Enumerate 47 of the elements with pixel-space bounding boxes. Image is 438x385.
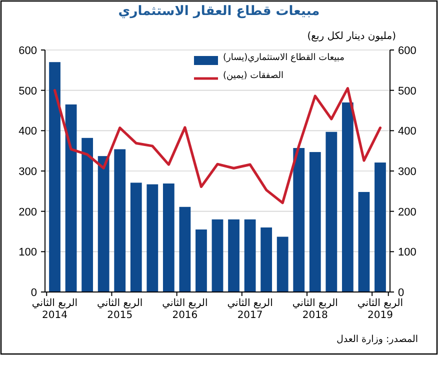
y-tick-label: 200 — [18, 206, 37, 218]
x-tick-label: الربع الثاني 2016 — [161, 298, 209, 321]
bar — [49, 62, 60, 292]
bar — [293, 148, 305, 292]
chart-title: مبيعات قطاع العقار الاستثماري — [117, 4, 321, 20]
x-tick-label: الربع الثاني 2019 — [356, 298, 404, 321]
legend-label: الصفقات (يمين) — [223, 71, 284, 82]
bar — [212, 219, 224, 292]
bar — [98, 156, 110, 292]
y2-tick-label: 500 — [398, 85, 416, 98]
x-tick-label: الربع الثاني 2018 — [291, 298, 339, 321]
bar — [114, 149, 126, 292]
bar — [276, 236, 288, 292]
y2-tick-label: 400 — [398, 126, 416, 138]
y2-tick-label: 100 — [398, 246, 416, 259]
x-tick-label: الربع الثاني 2014 — [30, 298, 79, 321]
x-tick-label: الربع الثاني 2017 — [226, 298, 274, 321]
y2-tick-label: 300 — [398, 166, 416, 178]
bar — [65, 104, 77, 292]
bar — [326, 132, 338, 292]
chart-subtitle: (مليون دينار لكل ربع) — [307, 31, 396, 42]
bar — [179, 206, 191, 292]
y2-tick-label: 200 — [398, 206, 416, 218]
x-tick-label: الربع الثاني 2015 — [96, 298, 144, 321]
y-tick-label: 100 — [18, 246, 37, 259]
y-tick-label: 400 — [18, 126, 37, 138]
legend-label: مبيعات القطاع الاستثماري(يسار) — [223, 53, 344, 64]
bar — [244, 219, 256, 292]
y-tick-label: 500 — [18, 85, 37, 98]
bar — [358, 192, 370, 292]
line-series — [53, 87, 382, 204]
bar — [196, 229, 207, 292]
bar — [342, 102, 354, 292]
y2-tick-label: 600 — [398, 45, 416, 57]
bar — [309, 152, 321, 292]
bar — [260, 227, 272, 292]
bar — [228, 219, 240, 292]
bar — [82, 138, 94, 292]
text: المصدر: وزارة العدل — [336, 334, 418, 346]
y-tick-label: 600 — [18, 45, 37, 57]
bar — [162, 184, 174, 292]
bar — [146, 184, 158, 292]
y-tick-label: 300 — [18, 166, 37, 178]
bar — [130, 182, 142, 292]
y-tick-label: 0 — [30, 287, 37, 299]
y2-tick-label: 0 — [398, 287, 404, 299]
bar — [374, 162, 386, 292]
